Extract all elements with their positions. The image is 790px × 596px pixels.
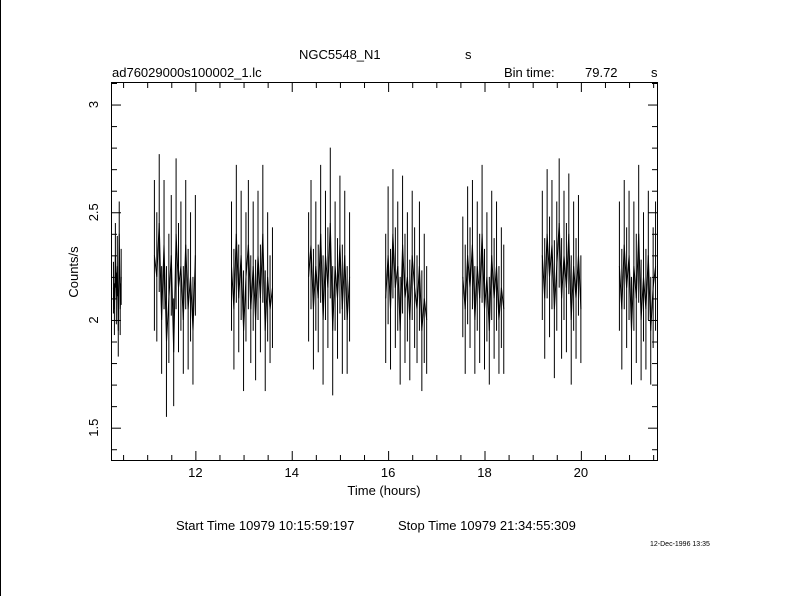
bin-time-value: 79.72 — [585, 65, 618, 80]
bin-time-unit: s — [651, 65, 658, 80]
x-tick-label: 14 — [285, 465, 299, 480]
chart-title: NGC5548_N1 — [299, 47, 381, 62]
light-curve-segment — [618, 233, 657, 331]
x-tick-label: 16 — [381, 465, 395, 480]
x-axis-label: Time (hours) — [347, 483, 420, 498]
light-curve-segment — [462, 233, 505, 331]
light-curve-segment — [541, 222, 582, 321]
plot-timestamp: 12-Dec-1996 13:35 — [650, 541, 710, 548]
light-curve-segment — [308, 222, 351, 331]
stop-time: Stop Time 10979 21:34:55:309 — [398, 518, 576, 533]
x-tick-label: 20 — [574, 465, 588, 480]
y-tick-label: 3 — [86, 101, 101, 108]
y-tick-label: 2.5 — [86, 203, 101, 221]
data-points — [112, 147, 657, 417]
x-tick-label: 18 — [477, 465, 491, 480]
light-curve-segment — [385, 233, 428, 331]
axis-ticks — [112, 83, 657, 460]
start-time: Start Time 10979 10:15:59:197 — [176, 518, 355, 533]
x-tick-label: 12 — [188, 465, 202, 480]
file-name: ad76029000s100002_1.lc — [112, 65, 262, 80]
bin-time-label: Bin time: — [504, 65, 555, 80]
plot-frame — [111, 82, 658, 461]
light-curve-segment — [231, 233, 273, 331]
light-curve-segment — [153, 222, 196, 353]
y-tick-label: 2 — [86, 316, 101, 323]
y-axis-label: Counts/s — [66, 246, 81, 298]
y-tick-label: 1.5 — [86, 419, 101, 437]
light-curve-segment — [112, 233, 122, 331]
axis-tick-labels: 12 14 16 18 20 1.5 2 2.5 3 — [86, 101, 588, 480]
title-unit: s — [465, 47, 472, 62]
